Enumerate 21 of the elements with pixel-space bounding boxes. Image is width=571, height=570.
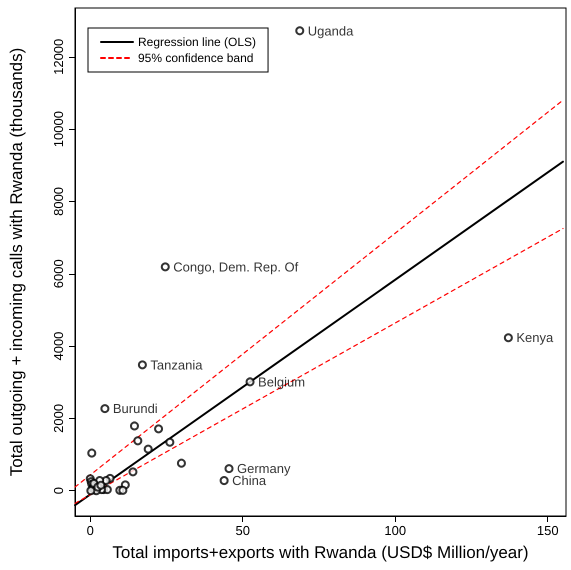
x-tick-label: 150 [536,523,559,538]
annotation: Burundi [112,401,158,416]
x-tick-label: 50 [236,523,250,538]
annotation: Tanzania [150,357,204,372]
x-tick-label: 0 [86,523,94,538]
y-tick-label: 10000 [51,111,66,148]
y-tick-label: 0 [51,487,66,494]
y-tick-label: 4000 [51,332,66,361]
legend-label: 95% confidence band [138,51,254,65]
x-axis-title: Total imports+exports with Rwanda (USD$ Million/year) [112,543,529,562]
legend-label: Regression line (OLS) [138,35,256,49]
annotation: Kenya [516,330,554,346]
annotation: Uganda [308,23,354,38]
y-tick-label: 8000 [51,186,66,216]
y-axis-title: Total outgoing + incoming calls with Rwanda (thousands) [7,48,26,476]
annotation: Belgium [258,374,306,390]
y-tick-label: 6000 [51,259,66,288]
y-tick-label: 12000 [51,38,66,75]
x-tick-label: 100 [384,523,406,538]
y-tick-label: 2000 [51,404,66,433]
annotation: Congo, Dem. Rep. Of [173,259,299,274]
